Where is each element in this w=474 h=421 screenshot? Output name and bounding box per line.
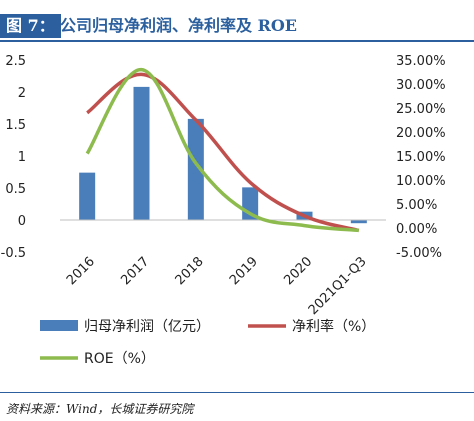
left-axis-tick-label: 0 — [18, 214, 26, 229]
bar-profit — [79, 172, 96, 220]
line-net-margin — [86, 72, 360, 233]
left-axis-tick-label: 1.5 — [5, 118, 26, 133]
line-roe — [85, 67, 359, 233]
figure-title: 公司归母净利润、净利率及 ROE — [60, 16, 298, 35]
left-axis-tick-label: 0.5 — [5, 182, 26, 197]
left-axis-tick-label: 1 — [18, 150, 26, 165]
right-axis-tick-label: 10.00% — [396, 174, 446, 189]
right-axis-tick-label: 35.00% — [396, 54, 446, 69]
legend-label-profit: 归母净利润（亿元） — [84, 318, 210, 335]
x-axis-tick-label: 2017 — [118, 254, 152, 288]
bar-profit — [350, 220, 367, 224]
bar-profit — [133, 86, 150, 220]
right-axis-tick-label: 15.00% — [396, 150, 446, 165]
x-axis-tick-label: 2016 — [64, 254, 98, 288]
x-axis-tick-label: 2019 — [227, 254, 261, 288]
right-axis-tick-label: -5.00% — [396, 246, 442, 261]
figure-number-label: 图 7： — [0, 14, 61, 38]
left-axis-tick-label: 2.5 — [5, 54, 26, 69]
title-divider — [0, 40, 474, 42]
x-axis-tick-label: 2020 — [281, 254, 315, 288]
legend-label-net-margin: 净利率（%） — [292, 318, 375, 335]
legend-swatch-profit — [40, 320, 78, 331]
chart: -0.5 0 0.5 1 1.5 2 2.5 -5.00% 0.00% 5.00% 10.00% 15… — [1, 54, 446, 367]
footer-divider — [0, 392, 474, 393]
source-note: 资料来源：Wind，长城证券研究院 — [6, 402, 194, 416]
right-axis-tick-label: 5.00% — [396, 198, 437, 213]
left-axis-tick-label: -0.5 — [1, 246, 26, 261]
x-axis-tick-label: 2018 — [173, 254, 207, 288]
figure-header: 图 7： 公司归母净利润、净利率及 ROE — [0, 14, 474, 38]
bar-profit — [187, 118, 204, 220]
left-axis-tick-label: 2 — [18, 86, 26, 101]
x-axis-tick-label: 2021Q1-Q3 — [306, 254, 370, 318]
right-axis-tick-label: 20.00% — [396, 126, 446, 141]
right-axis-tick-label: 25.00% — [396, 102, 446, 117]
right-axis-tick-label: 0.00% — [396, 222, 437, 237]
right-axis-tick-label: 30.00% — [396, 78, 446, 93]
legend-label-roe: ROE（%） — [84, 351, 155, 367]
